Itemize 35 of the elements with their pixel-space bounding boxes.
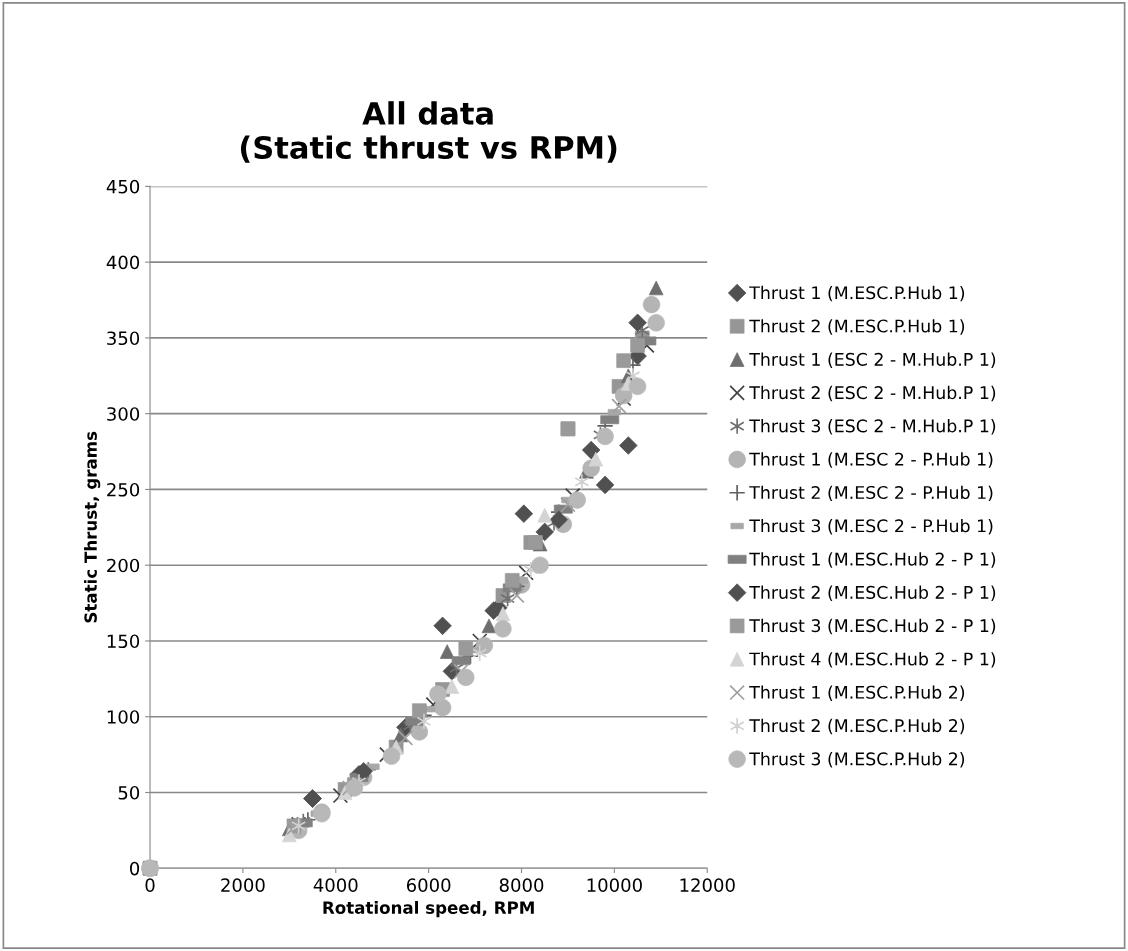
x-tick-label: 2000 xyxy=(221,878,265,892)
y-tick-label: 100 xyxy=(107,710,140,724)
legend-label: Thrust 2 (ESC 2 - M.Hub.P 1) xyxy=(749,385,996,402)
y-tick-label: 350 xyxy=(107,331,140,346)
legend-label: Thrust 1 (M.ESC.Hub 2 - P 1) xyxy=(749,552,996,568)
legend-label: Thrust 3 (M.ESC.P.Hub 2) xyxy=(749,752,965,768)
legend-label: Thrust 1 (M.ESC.P.Hub 1) xyxy=(749,285,965,302)
x-tick-label: 0 xyxy=(145,878,155,892)
y-tick-label: 0 xyxy=(130,861,140,876)
legend-label: Thrust 1 (ESC 2 - M.Hub.P 1) xyxy=(749,352,996,368)
y-tick-label: 200 xyxy=(107,558,140,573)
y-tick-label: 400 xyxy=(106,255,140,270)
legend-label: Thrust 2 (M.ESC 2 - P.Hub 1) xyxy=(749,485,993,502)
x-tick-label: 6000 xyxy=(406,878,451,892)
x-axis-title: Rotational speed, RPM xyxy=(323,901,534,918)
y-tick-label: 300 xyxy=(107,407,140,421)
y-axis-title: Static Thrust, grams xyxy=(84,431,101,623)
chart-title: All data (Static thrust vs RPM) xyxy=(240,101,617,163)
legend-label: Thrust 3 (M.ESC 2 - P.Hub 1) xyxy=(749,518,993,535)
legend-label: Thrust 3 (M.ESC.Hub 2 - P 1) xyxy=(749,618,996,635)
x-tick-label: 12000 xyxy=(680,878,735,892)
x-tick-label: 4000 xyxy=(313,878,358,892)
y-tick-label: 50 xyxy=(118,785,140,800)
legend-label: Thrust 3 (ESC 2 - M.Hub.P 1) xyxy=(749,419,996,435)
legend-label: Thrust 4 (M.ESC.Hub 2 - P 1) xyxy=(749,652,996,668)
legend-label: Thrust 2 (M.ESC.Hub 2 - P 1) xyxy=(749,585,996,601)
y-tick-label: 150 xyxy=(107,634,140,649)
y-tick-label: 450 xyxy=(106,179,140,194)
x-tick-label: 10000 xyxy=(587,878,642,892)
x-tick-label: 8000 xyxy=(499,878,544,892)
y-tick-label: 250 xyxy=(107,482,140,497)
legend-label: Thrust 2 (M.ESC.P.Hub 1) xyxy=(749,319,965,335)
legend-label: Thrust 1 (M.ESC.P.Hub 2) xyxy=(749,685,965,701)
legend-label: Thrust 2 (M.ESC.P.Hub 2) xyxy=(749,718,965,735)
legend-label: Thrust 1 (M.ESC 2 - P.Hub 1) xyxy=(749,452,993,468)
